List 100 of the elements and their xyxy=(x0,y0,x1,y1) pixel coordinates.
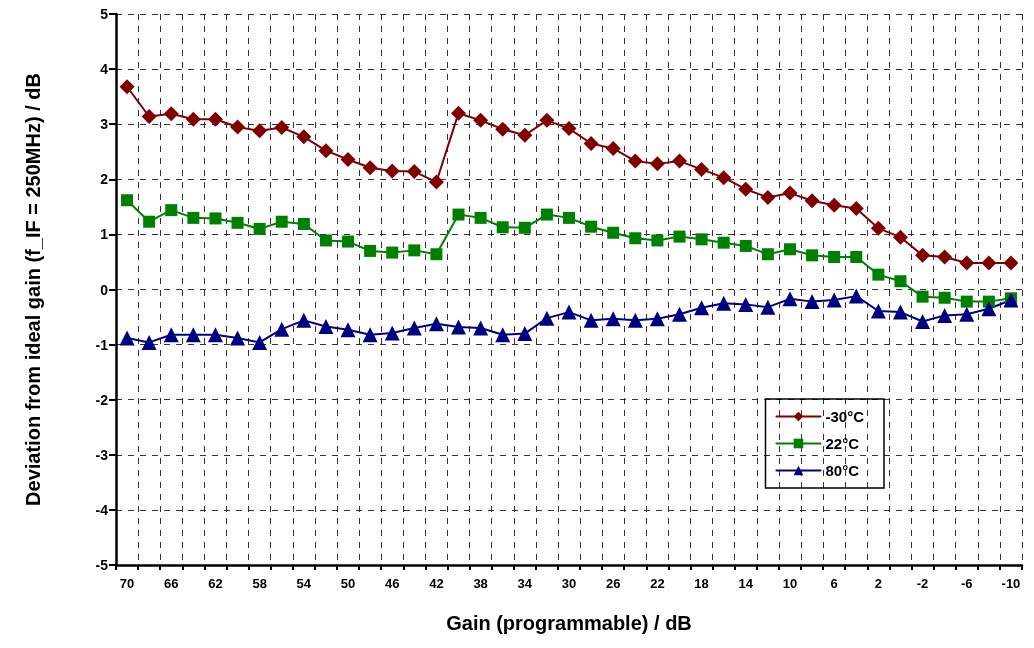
point xyxy=(561,121,577,137)
point xyxy=(384,163,400,179)
point xyxy=(870,220,886,236)
point xyxy=(539,310,555,326)
point xyxy=(981,255,997,271)
point xyxy=(495,327,511,343)
point xyxy=(738,181,754,197)
point xyxy=(230,119,246,135)
point xyxy=(960,295,973,308)
point xyxy=(629,232,642,245)
x-tick-label: 66 xyxy=(164,576,179,591)
y-tick-label: -4 xyxy=(95,501,109,518)
point xyxy=(231,216,244,229)
point xyxy=(738,296,754,312)
point xyxy=(671,306,687,322)
point xyxy=(806,249,819,262)
x-tick-label: -6 xyxy=(960,576,973,591)
point xyxy=(296,129,312,145)
point xyxy=(828,250,841,263)
point xyxy=(870,303,886,319)
point xyxy=(428,174,444,190)
point xyxy=(473,320,489,336)
point xyxy=(141,334,157,350)
point xyxy=(185,111,201,127)
point xyxy=(517,127,533,143)
point xyxy=(474,211,487,224)
x-tick-label: 26 xyxy=(605,576,621,591)
y-tick-label: 5 xyxy=(100,6,109,22)
point xyxy=(274,321,290,337)
point xyxy=(119,330,135,346)
point xyxy=(892,304,908,320)
y-tick-label: -1 xyxy=(95,336,109,353)
point xyxy=(783,243,796,256)
x-tick-label: 22 xyxy=(650,576,665,591)
point xyxy=(583,312,599,328)
point xyxy=(318,143,334,159)
point xyxy=(761,248,774,261)
point xyxy=(959,306,975,322)
point xyxy=(207,111,223,127)
point xyxy=(496,221,509,234)
x-tick-label: 50 xyxy=(340,576,356,591)
legend-label: 22°C xyxy=(825,435,860,452)
point xyxy=(651,234,664,247)
point xyxy=(165,204,178,217)
point xyxy=(627,153,643,169)
y-tick-label: 4 xyxy=(100,61,109,78)
y-tick-label: -3 xyxy=(95,446,109,463)
point xyxy=(563,211,575,224)
point xyxy=(318,318,334,334)
point xyxy=(451,105,467,121)
point xyxy=(649,311,665,327)
point xyxy=(121,194,134,207)
x-tick-label: 14 xyxy=(738,576,754,591)
point xyxy=(694,161,710,177)
point xyxy=(230,330,246,346)
point xyxy=(739,239,752,252)
point xyxy=(937,307,953,323)
point xyxy=(826,292,842,308)
point xyxy=(384,325,400,341)
point xyxy=(826,197,842,213)
point xyxy=(495,121,511,137)
point xyxy=(561,304,577,320)
y-tick-label: -2 xyxy=(95,391,109,408)
point xyxy=(583,135,599,151)
point xyxy=(915,247,931,263)
point xyxy=(671,153,687,169)
point xyxy=(163,106,179,122)
point xyxy=(141,108,157,124)
x-axis-title: Gain (programmable) / dB xyxy=(446,612,692,634)
point xyxy=(627,312,643,328)
point xyxy=(1003,255,1019,271)
point xyxy=(937,249,953,265)
point xyxy=(342,235,355,248)
x-tick-label: 42 xyxy=(429,576,444,591)
y-tick-label: 0 xyxy=(100,281,109,298)
point xyxy=(585,220,598,233)
point xyxy=(163,327,179,343)
point xyxy=(185,327,201,343)
point xyxy=(782,291,798,307)
point xyxy=(452,208,465,221)
x-tick-label: 34 xyxy=(517,576,533,591)
point xyxy=(143,215,156,228)
x-tick-label: -10 xyxy=(1001,576,1021,591)
x-tick-label: -2 xyxy=(916,576,929,591)
point xyxy=(894,275,907,288)
point xyxy=(209,212,222,225)
y-tick-label: 3 xyxy=(100,116,109,133)
x-tick-label: 70 xyxy=(119,576,135,591)
point xyxy=(274,120,290,136)
point xyxy=(340,151,356,167)
x-tick-label: 30 xyxy=(561,576,577,591)
point xyxy=(406,320,422,336)
point xyxy=(695,233,708,246)
point xyxy=(319,234,332,247)
point xyxy=(649,156,665,172)
point xyxy=(892,229,908,245)
point xyxy=(428,316,444,332)
point xyxy=(517,326,533,342)
x-tick-label: 6 xyxy=(830,576,838,591)
point xyxy=(408,244,421,257)
